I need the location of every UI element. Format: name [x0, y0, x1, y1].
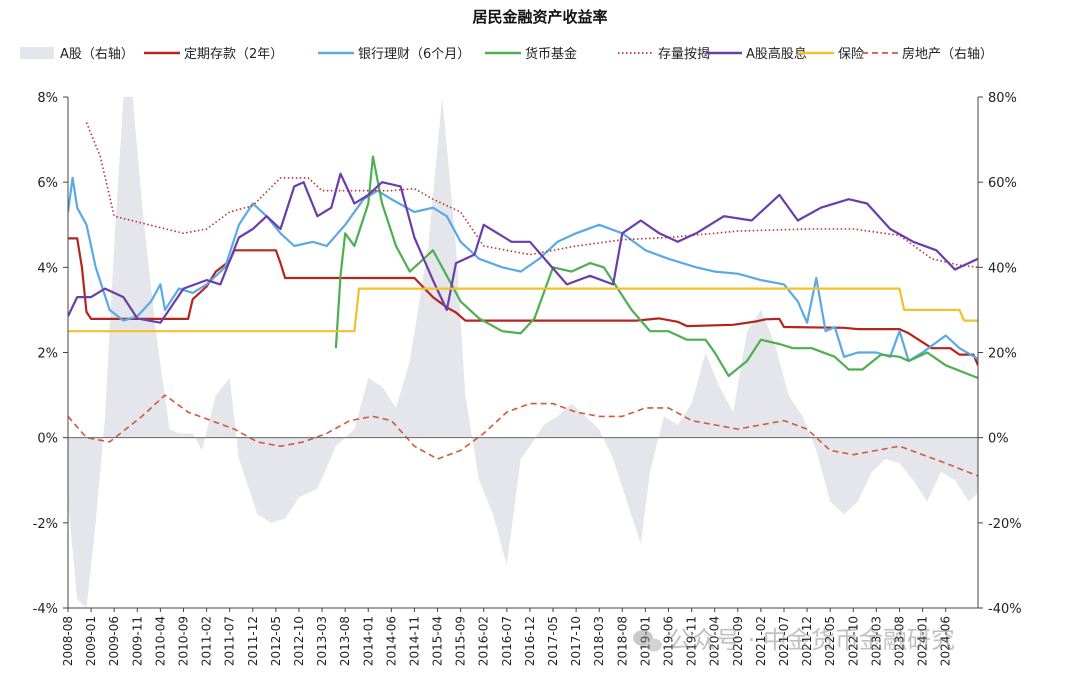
- series-layer: [68, 97, 978, 608]
- x-axis-tick-label: 2014-11: [407, 616, 421, 666]
- x-axis-tick-label: 2015-04: [431, 616, 445, 666]
- series-1-line: [68, 237, 978, 366]
- x-axis-tick-label: 2013-03: [315, 616, 329, 666]
- x-axis-tick-label: 2011-02: [200, 616, 214, 666]
- x-axis-tick-label: 2024-06: [939, 616, 953, 666]
- x-axis-tick-label: 2009-06: [107, 616, 121, 666]
- legend-swatch: [20, 47, 54, 59]
- x-axis-tick-label: 2011-12: [246, 616, 260, 666]
- right-axis-tick-label: 80%: [988, 91, 1017, 106]
- x-axis-tick-label: 2017-10: [569, 616, 583, 666]
- legend-label: A股（右轴）: [60, 47, 134, 62]
- left-axis-tick-label: -4%: [33, 602, 58, 617]
- right-axis-tick-label: 20%: [988, 347, 1017, 362]
- x-axis-tick-label: 2009-11: [130, 616, 144, 666]
- legend-label: 银行理财（6个月）: [358, 47, 470, 62]
- right-axis-tick-label: -20%: [988, 517, 1022, 532]
- x-axis-tick-label: 2020-04: [708, 616, 722, 666]
- wechat-icon: [633, 630, 662, 652]
- right-axis-tick-label: 60%: [988, 176, 1017, 191]
- left-axis-tick-label: 6%: [37, 176, 58, 191]
- plot-area: [68, 97, 978, 608]
- x-axis-tick-label: 2022-10: [846, 616, 860, 666]
- x-axis-tick-label: 2019-01: [638, 616, 652, 666]
- x-axis-tick-label: 2019-11: [685, 616, 699, 666]
- series-2-line: [68, 176, 978, 363]
- left-axis-tick-label: -2%: [33, 517, 58, 532]
- x-axis-tick-label: 2014-06: [384, 616, 398, 666]
- legend-label: A股高股息: [746, 46, 807, 62]
- left-axis-tick-label: 8%: [37, 91, 58, 106]
- x-axis-tick-label: 2014-01: [361, 616, 375, 666]
- left-axis-tick-label: 2%: [37, 347, 58, 362]
- x-axis-tick-label: 2021-02: [754, 616, 768, 666]
- x-axis-tick-label: 2016-02: [477, 616, 491, 666]
- legend: A股（右轴） 定期存款（2年） 银行理财（6个月） 货币基金 存量按揭 A股高股息 保险 房地…: [20, 46, 993, 62]
- legend-label: 保险: [838, 47, 864, 62]
- x-axis-tick-label: 2010-09: [177, 616, 191, 666]
- legend-label: 房地产（右轴）: [902, 46, 993, 62]
- x-axis-tick-label: 2018-03: [592, 616, 606, 666]
- series-6-line: [68, 287, 978, 333]
- x-axis-tick-label: 2013-08: [338, 616, 352, 666]
- x-axis-tick-label: 2010-04: [153, 616, 167, 666]
- x-axis-tick-label: 2019-06: [662, 616, 676, 666]
- chart-title: 居民金融资产收益率: [472, 8, 607, 26]
- x-axis-tick-label: 2021-07: [777, 616, 791, 666]
- left-axis-tick-label: 0%: [37, 432, 58, 447]
- x-axis-tick-label: 2023-08: [893, 616, 907, 666]
- x-axis-tick-label: 2020-09: [731, 616, 745, 666]
- left-axis-tick-label: 4%: [37, 261, 58, 276]
- series-7-line: [68, 394, 978, 477]
- x-axis-tick-label: 2011-07: [223, 616, 237, 666]
- x-axis-tick-label: 2008-08: [61, 616, 75, 666]
- series-4-line: [85, 122, 978, 269]
- x-axis-tick-label: 2017-05: [546, 616, 560, 666]
- right-axis-tick-label: 40%: [988, 261, 1017, 276]
- axes: 8% 6% 4% 2% 0% -2% -4% 80% 60% 40% 20% 0% -20% -40% 20…: [33, 91, 1022, 666]
- x-axis-tick-label: 2012-05: [269, 616, 283, 666]
- right-axis-tick-label: 0%: [988, 432, 1009, 447]
- series-0-area: [68, 97, 978, 608]
- x-axis-tick-label: 2024-01: [916, 616, 930, 666]
- x-axis-tick-label: 2012-10: [292, 616, 306, 666]
- series-5-line: [68, 172, 978, 324]
- x-axis-tick-label: 2009-01: [84, 616, 98, 666]
- legend-label: 货币基金: [525, 46, 577, 62]
- x-axis-tick-label: 2021-12: [800, 616, 814, 666]
- legend-label: 存量按揭: [658, 47, 710, 62]
- x-axis-tick-label: 2016-07: [500, 616, 514, 666]
- x-axis-tick-label: 2015-09: [454, 616, 468, 666]
- x-axis-tick-label: 2016-12: [523, 616, 537, 666]
- watermark: 公众号 · 中金货币金融研究: [633, 626, 955, 654]
- x-axis-tick-label: 2023-03: [869, 616, 883, 666]
- x-axis-tick-label: 2022-05: [823, 616, 837, 666]
- legend-label: 定期存款（2年）: [184, 47, 283, 62]
- x-axis-tick-label: 2018-08: [615, 616, 629, 666]
- watermark-text: 公众号 · 中金货币金融研究: [668, 626, 955, 654]
- right-axis-tick-label: -40%: [988, 602, 1022, 617]
